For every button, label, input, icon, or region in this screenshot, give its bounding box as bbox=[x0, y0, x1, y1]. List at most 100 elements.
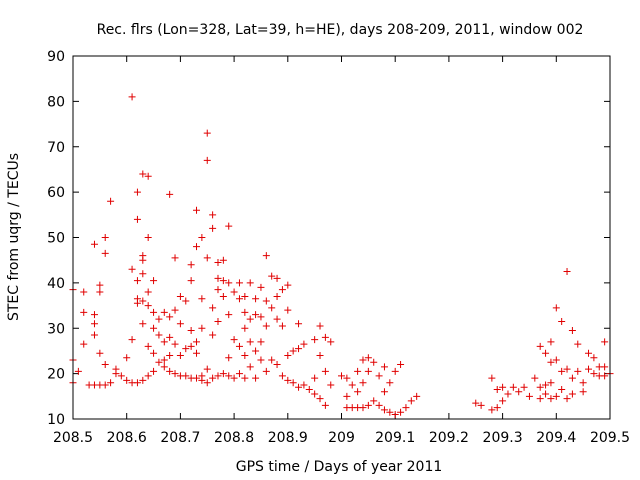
data-point bbox=[359, 379, 367, 387]
data-point bbox=[193, 349, 201, 357]
y-tick-label: 40 bbox=[47, 276, 65, 292]
data-point bbox=[241, 374, 249, 382]
data-point bbox=[252, 311, 260, 319]
data-point bbox=[107, 379, 115, 387]
data-point bbox=[219, 256, 227, 264]
data-point bbox=[295, 320, 303, 328]
data-point bbox=[397, 408, 405, 416]
data-point bbox=[219, 370, 227, 378]
data-point bbox=[515, 388, 523, 396]
data-point bbox=[123, 376, 131, 384]
data-point bbox=[155, 331, 163, 339]
data-point bbox=[257, 338, 265, 346]
data-point bbox=[133, 277, 141, 285]
data-point bbox=[166, 367, 174, 375]
data-point bbox=[257, 313, 265, 321]
data-point bbox=[321, 401, 329, 409]
data-point bbox=[144, 234, 152, 241]
data-point bbox=[101, 361, 109, 369]
data-point bbox=[531, 374, 539, 382]
data-point bbox=[90, 240, 98, 248]
data-point bbox=[268, 304, 276, 312]
data-point bbox=[187, 342, 195, 350]
data-point bbox=[133, 188, 141, 196]
data-point bbox=[278, 286, 286, 294]
y-tick-label: 30 bbox=[47, 321, 65, 337]
data-point bbox=[128, 265, 136, 273]
data-point bbox=[144, 342, 152, 350]
data-point bbox=[359, 404, 367, 412]
x-tick-label: 209.3 bbox=[483, 430, 523, 446]
data-point bbox=[499, 397, 507, 405]
data-point bbox=[80, 288, 88, 296]
data-point bbox=[391, 367, 399, 375]
y-tick-labels: 10 20 30 40 50 60 70 80 90 bbox=[47, 49, 65, 428]
data-point bbox=[225, 311, 233, 319]
data-point bbox=[386, 408, 394, 416]
data-point bbox=[176, 351, 184, 359]
data-point bbox=[203, 379, 211, 387]
data-point bbox=[268, 272, 276, 280]
data-point bbox=[90, 331, 98, 339]
x-axis-label: GPS time / Days of year 2011 bbox=[236, 459, 443, 475]
x-tick-labels: 208.5 208.6 208.7 208.8 208.9 209 209.1 209.2 20… bbox=[53, 430, 630, 446]
data-point bbox=[209, 331, 217, 339]
data-point bbox=[235, 370, 243, 378]
data-point bbox=[74, 367, 82, 375]
y-tick-label: 90 bbox=[47, 49, 65, 65]
y-tick-label: 50 bbox=[47, 231, 65, 247]
data-point bbox=[107, 197, 115, 205]
data-point bbox=[300, 340, 308, 348]
data-point bbox=[493, 404, 501, 412]
data-point bbox=[252, 347, 260, 355]
data-point bbox=[407, 397, 415, 405]
data-point bbox=[214, 317, 222, 325]
x-tick-label: 208.5 bbox=[53, 430, 93, 446]
data-point bbox=[246, 315, 254, 323]
data-point bbox=[391, 410, 399, 418]
data-point bbox=[563, 365, 571, 373]
data-point bbox=[246, 363, 254, 371]
data-point bbox=[311, 374, 319, 382]
data-point bbox=[198, 324, 206, 332]
data-point bbox=[246, 279, 254, 287]
data-point bbox=[187, 277, 195, 285]
data-point bbox=[193, 374, 201, 382]
data-point bbox=[139, 376, 147, 384]
data-point bbox=[542, 390, 550, 398]
data-point bbox=[590, 370, 598, 378]
x-tick-label: 209.5 bbox=[590, 430, 630, 446]
data-point bbox=[327, 338, 335, 346]
y-tick-label: 80 bbox=[47, 94, 65, 110]
y-tick-label: 60 bbox=[47, 185, 65, 201]
data-point bbox=[413, 392, 421, 400]
data-point bbox=[230, 374, 238, 382]
data-point bbox=[520, 383, 528, 391]
data-point bbox=[241, 351, 249, 359]
data-point bbox=[343, 374, 351, 382]
data-point bbox=[278, 372, 286, 380]
data-point bbox=[101, 381, 109, 389]
data-point bbox=[257, 283, 265, 291]
data-point bbox=[187, 327, 195, 335]
data-point bbox=[219, 277, 227, 285]
data-point bbox=[160, 363, 168, 371]
data-point bbox=[209, 211, 217, 219]
data-point bbox=[402, 404, 410, 412]
x-tick-label: 209.2 bbox=[429, 430, 469, 446]
data-point bbox=[273, 361, 281, 369]
data-point bbox=[133, 215, 141, 223]
data-point bbox=[171, 254, 179, 262]
data-point bbox=[187, 261, 195, 269]
data-point bbox=[128, 336, 136, 344]
data-point bbox=[176, 292, 184, 300]
data-point bbox=[128, 93, 136, 101]
data-point bbox=[542, 381, 550, 389]
data-point bbox=[499, 383, 507, 391]
data-point bbox=[209, 304, 217, 312]
data-point bbox=[96, 281, 104, 289]
data-point bbox=[262, 252, 270, 260]
data-point bbox=[101, 234, 109, 241]
